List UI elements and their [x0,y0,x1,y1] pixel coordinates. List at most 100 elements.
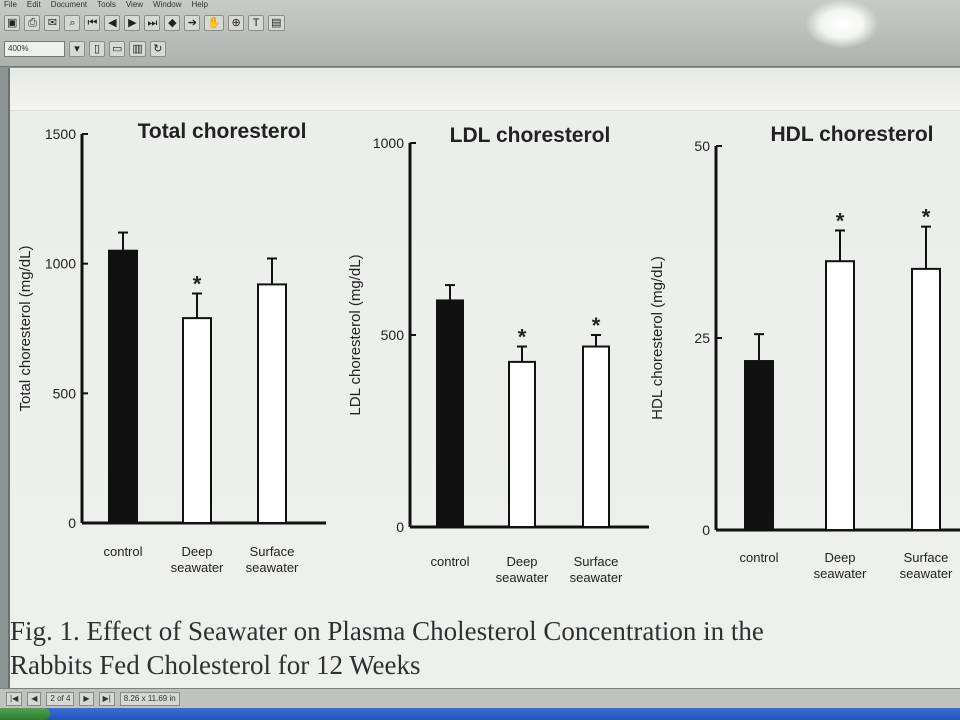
menu-tools[interactable]: Tools [97,0,116,9]
forward-icon[interactable]: ➔ [184,15,201,31]
last-page-icon[interactable]: ⏭ [144,15,161,31]
category-label-line: control [739,550,778,565]
bar [911,267,941,531]
caption-line-2: Rabbits Fed Cholesterol for 12 Weeks [10,650,421,680]
document-page [8,68,960,690]
y-tick-label: 50 [694,138,710,154]
category-label-line: seawater [496,570,549,585]
print-icon[interactable]: ⎙ [24,15,41,31]
toolbar-row-navigation: ▣ ⎙ ✉ ⌕ ⏮ ◀ ▶ ⏭ ◆ ➔ ✋ ⊕ T ▤ [4,12,285,34]
zoom-field[interactable]: 400% [4,41,65,57]
bar [744,360,774,532]
screen-glare [806,0,878,48]
taskbar [0,708,960,720]
app-toolbar: File Edit Document Tools View Window Hel… [0,0,960,67]
y-tick-label: 0 [68,515,76,531]
figure-caption: Fig. 1. Effect of Seawater on Plasma Cho… [10,614,960,682]
last-page-status-icon[interactable]: ▶| [98,691,115,706]
y-tick-label: 25 [694,330,710,346]
category-label-line: Deep [506,554,537,569]
category-label: Surface seawater [246,544,299,575]
significance-marker: * [518,325,527,350]
ldl-y-axis-label: LDL choresterol (mg/dL) [347,254,364,415]
first-page-icon[interactable]: ⏮ [84,15,101,31]
category-label: Deep seawater [171,544,224,575]
y-tick-label: 1000 [45,256,76,272]
page-indicator[interactable]: 2 of 4 [46,691,75,706]
menu-document[interactable]: Document [50,0,88,9]
menu-help[interactable]: Help [191,0,208,9]
menu-view[interactable]: View [125,0,144,9]
bar [582,345,610,528]
rotate-icon[interactable]: ↻ [149,41,166,57]
save-icon[interactable]: ▣ [4,15,21,31]
back-icon[interactable]: ◆ [164,15,181,31]
chart-panel-1: Total choresterol 0 500 1000 1500 Total chore… [17,120,326,575]
zoom-dropdown-icon[interactable]: ▾ [69,41,85,57]
category-label: Deep seawater [496,554,549,585]
category-label: control [739,550,778,565]
search-icon[interactable]: ⌕ [64,15,81,31]
hdl-chart-title: HDL choresterol [771,123,934,146]
bar [436,299,464,528]
chart-panel-3: HDL choresterol 0 25 50 HDL choresterol (mg/… [649,123,960,581]
category-label-line: control [103,544,142,559]
category-label-line: seawater [171,560,224,575]
ldl-chart-title: LDL choresterol [450,124,611,147]
significance-marker: * [836,208,845,233]
y-tick-label: 0 [396,519,404,535]
y-tick-label: 500 [381,327,405,343]
y-tick-label: 500 [53,385,77,401]
text-select-icon[interactable]: T [248,15,265,31]
column-select-icon[interactable]: ▤ [268,15,285,31]
status-bar: |◀ ◀ 2 of 4 ▶ ▶| 8.26 x 11.69 in [0,688,960,708]
category-label: Deep seawater [814,550,867,581]
significance-marker: * [193,271,202,296]
fit-width-icon[interactable]: ▥ [129,41,146,57]
menu-window[interactable]: Window [153,0,182,9]
bar [825,260,855,531]
email-icon[interactable]: ✉ [44,15,61,31]
chart-panel-2: LDL choresterol 0 500 1000 LDL choresterol (… [347,124,649,585]
y-tick-label: 1000 [373,135,404,151]
y-tick-label: 0 [702,522,710,538]
menu-file[interactable]: File [4,0,17,9]
category-label-line: Deep [824,550,855,565]
fit-page-icon[interactable]: ▭ [109,41,126,57]
category-label: Surface seawater [570,554,623,585]
next-page-icon[interactable]: ▶ [124,15,141,31]
y-tick-label: 1500 [45,126,76,142]
document-page-header [10,68,960,111]
category-label-line: control [430,554,469,569]
category-label-line: seawater [814,566,867,581]
caption-line-1: Fig. 1. Effect of Seawater on Plasma Cho… [10,616,764,646]
hdl-y-axis-label: HDL choresterol (mg/dL) [649,256,666,420]
category-label: control [103,544,142,559]
category-label: control [430,554,469,569]
hand-icon[interactable]: ✋ [204,15,225,31]
bar [508,360,536,528]
category-label-line: seawater [570,570,623,585]
next-page-status-icon[interactable]: ▶ [79,691,94,706]
actual-size-icon[interactable]: ▯ [89,41,105,57]
category-label-line: Surface [250,544,295,559]
zoom-icon[interactable]: ⊕ [228,15,245,31]
category-label: Surface seawater [900,550,953,581]
total-y-axis-label: Total choresterol (mg/dL) [17,246,34,412]
menu-bar: File Edit Document Tools View Window Hel… [4,0,208,12]
bar [182,317,212,525]
menu-edit[interactable]: Edit [26,0,41,9]
bar [108,249,138,524]
prev-page-status-icon[interactable]: ◀ [27,691,42,706]
category-label-line: Deep [181,544,212,559]
category-label-line: seawater [246,560,299,575]
category-label-line: seawater [900,566,953,581]
first-page-status-icon[interactable]: |◀ [6,691,23,706]
toolbar-row-view: 400% ▾ ▯ ▭ ▥ ↻ [4,38,166,60]
prev-page-icon[interactable]: ◀ [104,15,121,31]
page-size: 8.26 x 11.69 in [119,691,180,706]
start-button[interactable] [0,708,50,720]
bar [257,283,287,524]
category-label-line: Surface [904,550,949,565]
significance-marker: * [592,313,601,338]
